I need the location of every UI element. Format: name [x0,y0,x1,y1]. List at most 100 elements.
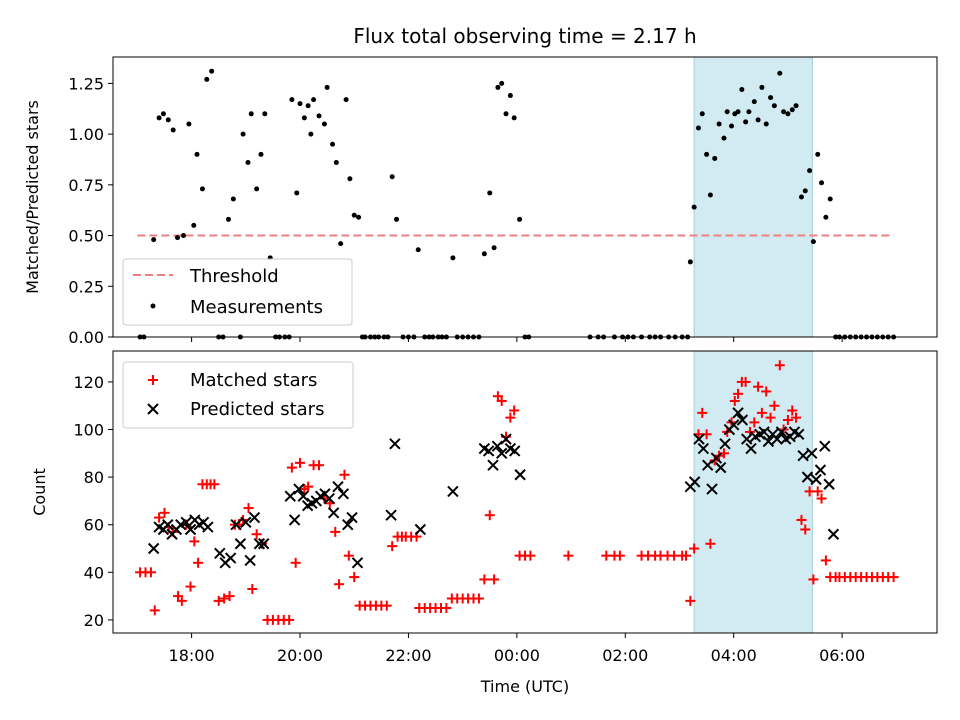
predicted-star-point [297,490,309,502]
measurement-point [186,121,192,127]
measurement-point [763,121,769,127]
predicted-star-point [697,442,710,455]
predicted-star-point [514,469,526,481]
measurement-point [351,212,357,218]
measurement-point [724,109,730,115]
predicted-star-point [346,511,358,524]
predicted-star-point [288,514,301,526]
matched-star-point [189,536,200,547]
matched-star-point [774,360,785,371]
matched-star-point [213,595,224,606]
matched-star-point [209,479,220,490]
measurement-point [695,125,701,131]
matched-star-point [782,415,793,426]
measurement-point [356,214,362,220]
predicted-star-point [491,440,504,452]
matched-star-point [295,457,306,468]
y-tick-label: 1.00 [68,125,104,144]
matched-star-point [496,395,507,406]
x-tick-label: 04:00 [711,646,757,665]
predicted-star-point [253,538,266,550]
top-highlight-span [693,57,813,337]
predicted-star-point [284,490,296,502]
x-tick-label: 18:00 [169,646,215,665]
predicted-star-point [810,473,822,486]
measurement-point [704,151,710,157]
matched-star-point [816,493,827,504]
matched-star-point [387,541,398,552]
matched-star-point [339,469,350,480]
measurement-point [191,222,197,228]
matched-star-point [563,550,574,561]
top-y-axis-label: Matched/Predicted stars [23,100,42,294]
predicted-star-point [797,450,809,462]
predicted-star-point [447,485,459,498]
matched-star-point [740,376,751,387]
predicted-star-point [487,459,499,471]
measurement-point [823,214,829,220]
x-axis-label: Time (UTC) [480,677,569,696]
matched-star-point [681,550,692,561]
matched-star-point [224,591,235,602]
measurement-point [305,103,311,109]
y-tick-label: 0.50 [68,227,104,246]
predicted-star-point [801,471,814,483]
predicted-star-point [323,492,336,505]
top-y-ticks: 0.00 0.25 0.50 0.75 1.00 1.25 [68,74,113,347]
matched-star-point [614,550,625,561]
matched-star-point [812,486,823,497]
measurement-point [308,131,314,137]
matched-star-point [314,460,324,471]
predicted-star-point [500,433,512,445]
matched-star-point [441,603,452,614]
bottom-x-ticks: 18:00 20:00 22:00 00:00 02:00 04:00 06:00 [169,633,865,665]
predicted-star-point [719,438,731,450]
measurement-point [781,109,787,115]
measurement-point [165,117,171,123]
measurement-point [262,111,268,117]
x-tick-label: 06:00 [819,646,865,665]
measurement-point [330,141,336,147]
predicted-star-point [257,538,270,550]
matched-star-point [769,400,780,411]
measurement-point [170,127,176,133]
matched-star-point [800,524,811,535]
measurement-point [394,216,400,222]
matched-star-point [484,510,495,521]
x-tick-label: 02:00 [602,646,648,665]
measurement-point [199,186,205,192]
legend-matched-label: Matched stars [190,370,317,391]
matched-star-point [808,574,819,585]
bottom-legend-box [122,361,354,429]
measurement-point [739,86,745,92]
matched-star-point [381,600,392,611]
y-tick-label: 0.25 [68,277,104,296]
matched-star-point [796,514,807,525]
predicted-star-point [162,519,174,531]
predicted-star-point [758,426,770,438]
y-tick-label: 100 [73,421,104,440]
measurement-point [248,111,254,117]
measurement-point [827,196,833,202]
matched-star-point [159,507,170,518]
matched-star-point [286,462,297,473]
predicted-star-point [202,521,214,533]
measurement-point [716,121,722,127]
bottom-y-ticks: 20 40 60 80 100 120 [73,373,113,630]
predicted-star-point [234,538,247,550]
matched-star-point [749,417,760,428]
matched-star-point [290,557,301,568]
matched-star-point [729,395,740,406]
matched-star-point [243,503,254,514]
measurement-point [389,174,395,180]
matched-star-point [154,512,165,523]
predicted-star-point [693,433,705,445]
matched-star-point [149,605,160,616]
measurement-point [481,251,487,257]
matched-star-point [330,526,341,537]
predicted-star-point [332,480,344,493]
measurement-point [807,168,813,174]
predicted-star-point [710,452,723,464]
measurement-point [209,68,215,74]
